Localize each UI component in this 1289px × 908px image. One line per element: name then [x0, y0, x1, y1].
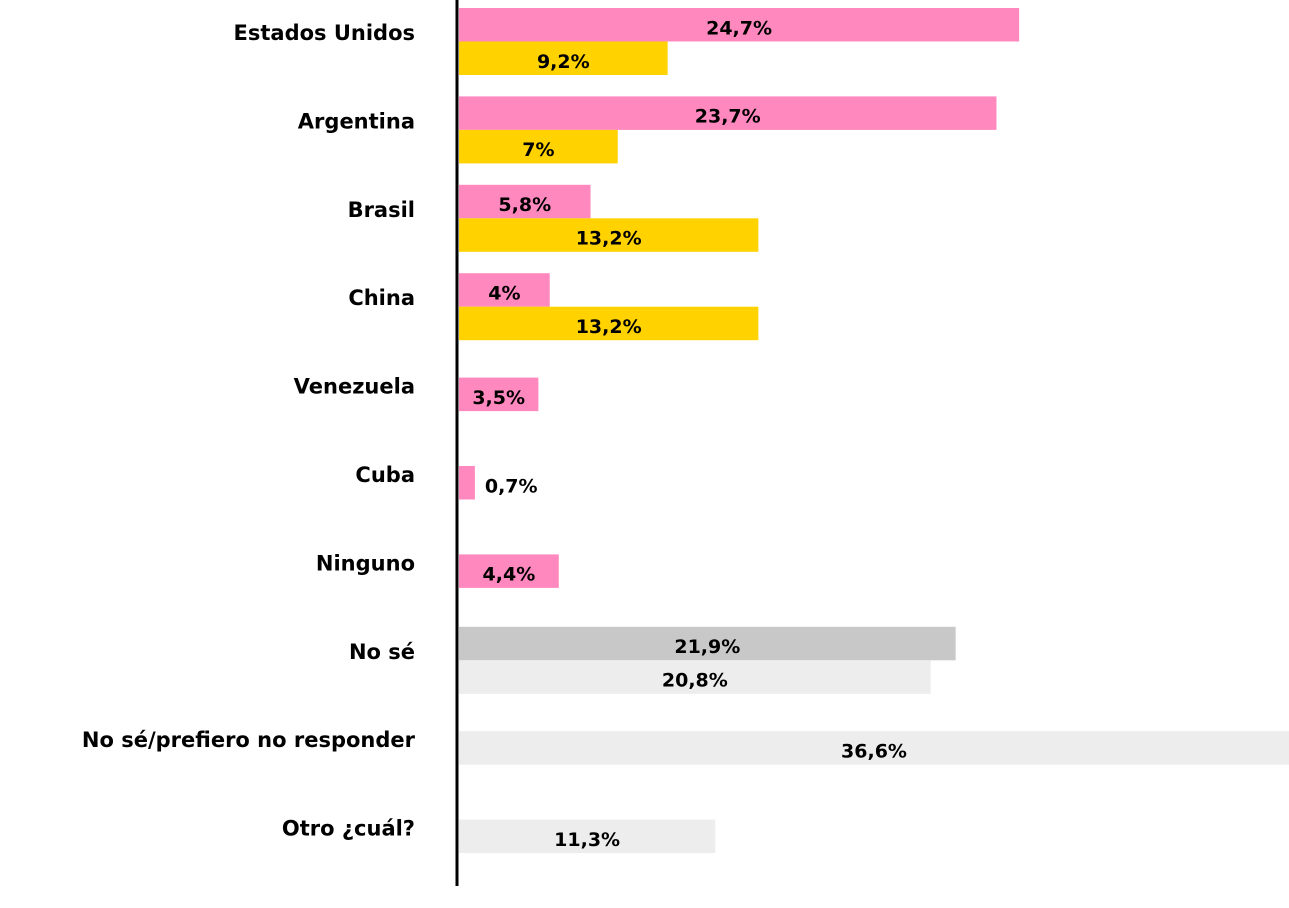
- value-label: 4%: [488, 282, 520, 304]
- category-label: China: [348, 286, 415, 310]
- value-label: 13,2%: [576, 316, 642, 338]
- bar: [459, 554, 559, 588]
- value-label: 11,3%: [554, 829, 620, 851]
- bar: [459, 819, 716, 854]
- category-label: Estados Unidos: [234, 21, 415, 45]
- bar: [459, 184, 591, 219]
- category-label: Brasil: [348, 198, 415, 222]
- category-label: No sé: [349, 640, 415, 664]
- bar: [459, 306, 759, 341]
- value-label: 9,2%: [537, 51, 590, 73]
- value-label: 23,7%: [695, 106, 761, 128]
- category-label: No sé/prefiero no responder: [82, 728, 416, 752]
- bar: [459, 273, 550, 307]
- value-label: 4,4%: [483, 564, 536, 586]
- value-label: 7%: [522, 139, 554, 161]
- bar: [459, 129, 618, 164]
- value-label: 13,2%: [576, 228, 642, 250]
- value-label: 5,8%: [498, 194, 551, 216]
- category-label: Venezuela: [294, 375, 415, 399]
- bar: [459, 96, 997, 130]
- bar: [459, 466, 475, 500]
- bar: [459, 218, 759, 252]
- value-label: 21,9%: [674, 636, 740, 658]
- category-label: Cuba: [355, 463, 415, 487]
- value-label: 0,7%: [485, 475, 538, 497]
- category-label: Otro ¿cuál?: [282, 817, 415, 841]
- category-label: Ninguno: [316, 551, 415, 575]
- bar: [459, 41, 668, 75]
- bar: [459, 660, 931, 694]
- bar: [459, 626, 956, 661]
- value-label: 20,8%: [662, 670, 728, 692]
- bar: [459, 377, 539, 412]
- value-label: 36,6%: [841, 740, 907, 762]
- value-label: 3,5%: [472, 387, 525, 409]
- bar: [459, 731, 1289, 765]
- value-label: 24,7%: [706, 17, 772, 39]
- category-label: Argentina: [298, 109, 415, 133]
- bar: [459, 8, 1020, 42]
